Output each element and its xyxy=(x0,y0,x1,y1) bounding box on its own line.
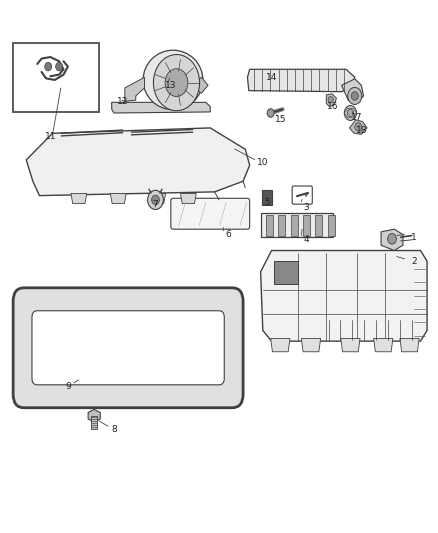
Text: 7: 7 xyxy=(152,200,159,208)
Bar xyxy=(261,213,333,237)
Text: 2: 2 xyxy=(411,257,417,265)
Polygon shape xyxy=(326,94,336,107)
Bar xyxy=(274,261,298,284)
Circle shape xyxy=(355,123,362,131)
Bar xyxy=(266,215,273,236)
Text: 3: 3 xyxy=(304,204,310,212)
Circle shape xyxy=(388,233,396,244)
Polygon shape xyxy=(301,338,321,352)
Circle shape xyxy=(148,190,163,209)
Text: 8: 8 xyxy=(111,425,117,433)
Polygon shape xyxy=(374,338,393,352)
Text: 18: 18 xyxy=(356,126,367,135)
Text: 16: 16 xyxy=(327,102,339,111)
Circle shape xyxy=(153,54,200,111)
Bar xyxy=(315,215,322,236)
Polygon shape xyxy=(112,102,210,113)
Polygon shape xyxy=(271,338,290,352)
Text: 14: 14 xyxy=(266,73,277,82)
Circle shape xyxy=(328,96,333,103)
Circle shape xyxy=(56,62,63,71)
Circle shape xyxy=(348,87,362,104)
Bar xyxy=(91,416,97,429)
Circle shape xyxy=(45,62,52,71)
Text: 17: 17 xyxy=(351,113,363,122)
Text: 5: 5 xyxy=(264,198,270,207)
Bar xyxy=(290,215,297,236)
Polygon shape xyxy=(125,77,145,101)
Polygon shape xyxy=(381,229,403,251)
Polygon shape xyxy=(191,77,208,93)
FancyBboxPatch shape xyxy=(32,311,224,385)
Bar xyxy=(278,215,285,236)
Polygon shape xyxy=(150,193,166,204)
Ellipse shape xyxy=(143,50,203,110)
Polygon shape xyxy=(400,338,419,352)
Text: 9: 9 xyxy=(65,382,71,391)
Circle shape xyxy=(347,109,353,117)
FancyBboxPatch shape xyxy=(13,288,243,408)
Polygon shape xyxy=(110,193,126,204)
Polygon shape xyxy=(26,128,250,196)
Polygon shape xyxy=(350,120,367,134)
Polygon shape xyxy=(180,193,196,204)
Polygon shape xyxy=(71,193,87,204)
Text: 10: 10 xyxy=(257,158,268,167)
Text: 6: 6 xyxy=(225,230,231,239)
Polygon shape xyxy=(88,409,100,422)
Circle shape xyxy=(267,109,274,117)
FancyBboxPatch shape xyxy=(171,198,250,229)
Circle shape xyxy=(351,92,358,100)
Text: 12: 12 xyxy=(117,97,128,106)
Bar xyxy=(328,215,335,236)
Polygon shape xyxy=(261,251,427,341)
Bar xyxy=(13,43,99,112)
Text: 11: 11 xyxy=(45,133,56,141)
Polygon shape xyxy=(342,79,364,102)
Text: 4: 4 xyxy=(304,236,309,244)
Polygon shape xyxy=(247,69,355,92)
FancyBboxPatch shape xyxy=(292,186,312,204)
Text: 1: 1 xyxy=(411,233,417,241)
Text: 13: 13 xyxy=(165,81,177,90)
Circle shape xyxy=(165,69,188,96)
Circle shape xyxy=(344,106,357,120)
Bar xyxy=(303,215,310,236)
Circle shape xyxy=(152,195,159,205)
Polygon shape xyxy=(341,338,360,352)
Text: 15: 15 xyxy=(275,116,286,124)
Bar xyxy=(262,190,272,205)
